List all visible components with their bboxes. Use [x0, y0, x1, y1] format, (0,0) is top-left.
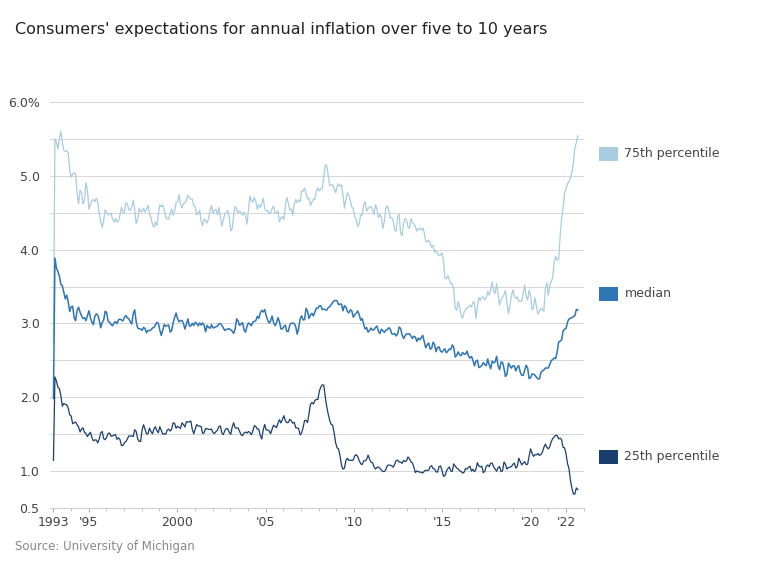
Text: Consumers' expectations for annual inflation over five to 10 years: Consumers' expectations for annual infla… — [15, 22, 548, 38]
Text: 75th percentile: 75th percentile — [624, 146, 720, 160]
Text: Source: University of Michigan: Source: University of Michigan — [15, 540, 195, 553]
Text: 25th percentile: 25th percentile — [624, 449, 720, 463]
Text: median: median — [624, 287, 671, 300]
